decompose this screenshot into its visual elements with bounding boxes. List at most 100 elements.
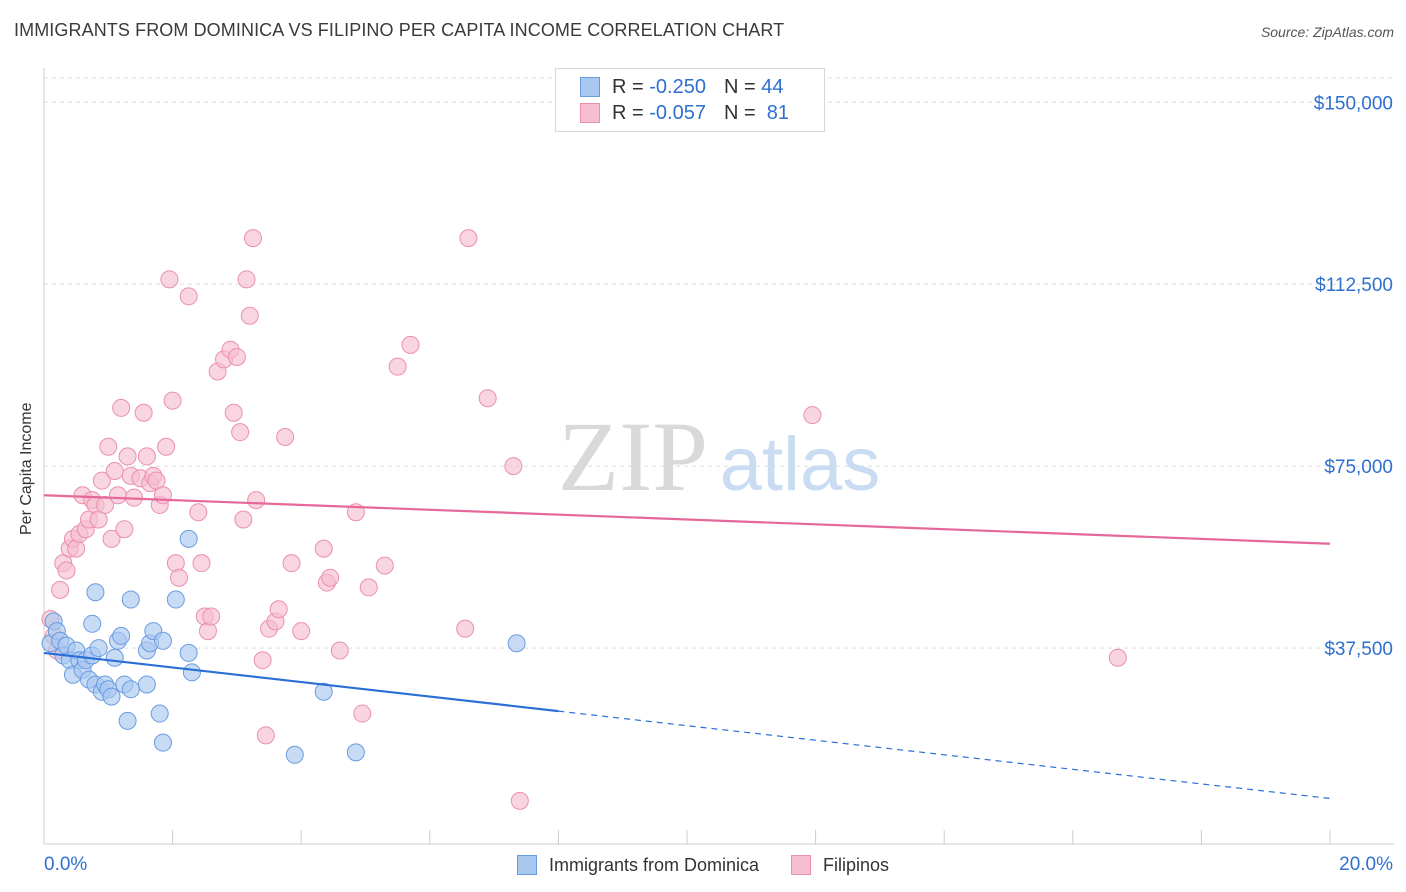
trend-line-dominica-extension [558, 710, 1331, 800]
y-tick-label: $37,500 [1324, 639, 1393, 660]
point-filipino [179, 287, 198, 306]
point-filipino [234, 510, 253, 529]
x-tick-label-min: 0.0% [44, 854, 87, 875]
legend-swatch-pink [791, 855, 811, 875]
point-filipino [153, 486, 172, 505]
point-dominica [137, 675, 156, 694]
point-filipino [102, 529, 121, 548]
point-filipino [359, 578, 378, 597]
point-filipino [57, 561, 76, 580]
legend-swatch-blue [580, 77, 600, 97]
point-filipino [1108, 648, 1127, 667]
legend-item-filipinos: Filipinos [791, 855, 889, 876]
point-dominica [150, 704, 169, 723]
point-filipino [253, 651, 272, 670]
legend-swatch-blue [516, 855, 537, 875]
point-filipino [227, 347, 246, 366]
y-axis-label: Per Capita Income [18, 402, 35, 535]
stats-legend: R = -0.250 N = 44 R = -0.057 N = 81 [555, 68, 825, 132]
point-dominica [507, 634, 526, 653]
point-dominica [153, 733, 172, 752]
point-filipino [92, 471, 111, 490]
legend-r-label: R = [612, 75, 644, 98]
point-filipino [99, 437, 118, 456]
point-filipino [134, 403, 153, 422]
point-dominica [179, 529, 198, 548]
watermark-atlas: atlas [720, 422, 881, 507]
point-filipino [189, 503, 208, 522]
trend-lines [43, 494, 1331, 800]
point-filipino [256, 726, 275, 745]
point-filipino [282, 554, 301, 573]
point-filipino [157, 437, 176, 456]
point-filipino [247, 491, 266, 510]
y-tick-label: $150,000 [1314, 93, 1393, 114]
data-points [41, 229, 1127, 810]
legend-n-value: 44 [761, 75, 784, 98]
point-dominica [166, 590, 185, 609]
legend-r-label: R = [612, 101, 644, 124]
point-filipino [108, 486, 127, 505]
point-dominica [89, 639, 108, 658]
point-filipino [237, 270, 256, 289]
point-filipino [276, 428, 295, 447]
trend-line-filipinos [43, 494, 1331, 545]
legend-n-label: N = [723, 101, 756, 124]
legend-row-dominica: R = -0.250 N = 44 [580, 74, 783, 100]
point-filipino [231, 423, 250, 442]
point-filipino [459, 229, 478, 248]
chart-title: IMMIGRANTS FROM DOMINICA VS FILIPINO PER… [14, 20, 785, 40]
point-dominica [153, 631, 172, 650]
legend-r-value: -0.057 [649, 101, 706, 124]
watermark-zip: ZIP [558, 401, 708, 512]
point-filipino [803, 406, 822, 425]
point-dominica [105, 648, 124, 667]
point-dominica [118, 711, 137, 730]
point-filipino [160, 270, 179, 289]
point-dominica [86, 583, 105, 602]
point-filipino [192, 554, 211, 573]
point-dominica [285, 745, 304, 764]
point-filipino [292, 622, 311, 641]
point-filipino [224, 403, 243, 422]
legend-n-value: 81 [766, 101, 790, 124]
point-filipino [202, 607, 221, 626]
y-tick-label: $75,000 [1324, 457, 1393, 478]
point-dominica [121, 590, 140, 609]
point-dominica [112, 626, 131, 645]
point-filipino [96, 495, 115, 514]
legend-label-filipinos: Filipinos [823, 854, 890, 875]
point-filipino [510, 791, 529, 810]
point-filipino [321, 568, 340, 587]
point-filipino [170, 568, 189, 587]
point-filipino [115, 520, 134, 539]
watermark: ZIP atlas [558, 401, 880, 512]
legend-swatch-pink [580, 103, 600, 123]
axes [43, 68, 1394, 845]
x-tick-label-max: 20.0% [1339, 854, 1393, 875]
point-dominica [121, 680, 140, 699]
point-dominica [83, 614, 102, 633]
point-dominica [179, 643, 198, 662]
tick-labels: $37,500 $75,000 $112,500 $150,000 0.0% 20.0% [44, 93, 1393, 875]
point-filipino [198, 622, 217, 641]
point-filipino [105, 461, 124, 480]
point-dominica [346, 743, 365, 762]
trend-line-dominica [43, 651, 559, 713]
point-filipino [375, 556, 394, 575]
legend-label-dominica: Immigrants from Dominica [548, 854, 759, 875]
point-filipino [388, 357, 407, 376]
point-filipino [478, 389, 497, 408]
point-dominica [182, 663, 201, 682]
series-legend: Immigrants from Dominica Filipinos [0, 852, 1406, 878]
legend-n-label: N = [723, 75, 756, 98]
point-dominica [102, 687, 121, 706]
source-label: Source: ZipAtlas.com [1260, 24, 1394, 40]
point-filipino [137, 447, 156, 466]
legend-item-dominica: Immigrants from Dominica [516, 854, 759, 876]
point-filipino [456, 619, 475, 638]
point-filipino [51, 580, 70, 599]
legend-row-filipinos: R = -0.057 N = 81 [580, 100, 789, 126]
point-filipino [67, 539, 86, 558]
